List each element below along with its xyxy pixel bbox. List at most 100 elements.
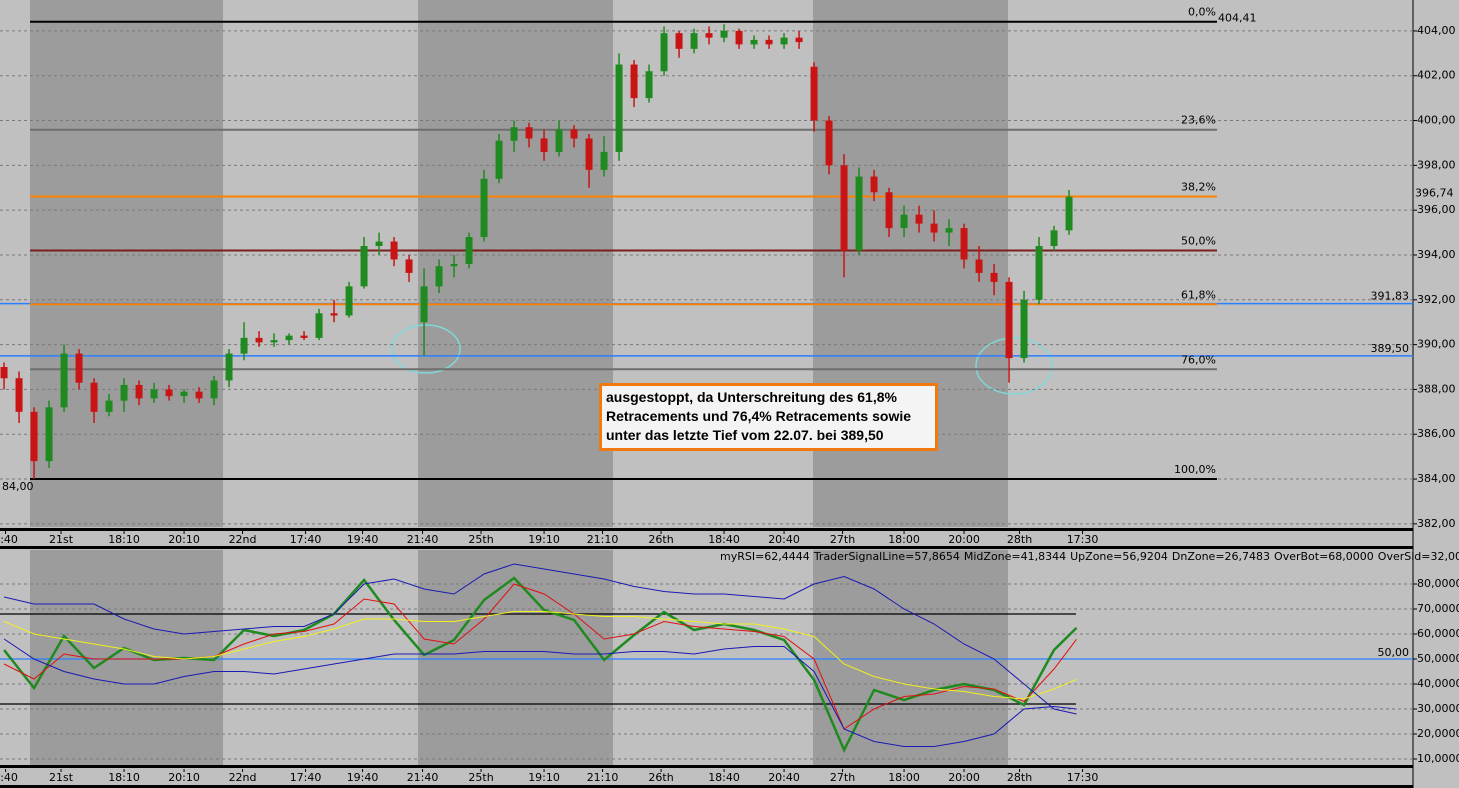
- x-tick-label: 19:10: [528, 771, 560, 784]
- x-tick-label: 20:10: [168, 533, 200, 546]
- x-tick-label: 19:40: [347, 771, 379, 784]
- candle-body: [930, 223, 938, 233]
- candle-body: [780, 37, 788, 45]
- candle-body: [990, 272, 998, 282]
- fib-label: 23,6%: [1181, 114, 1216, 127]
- candle-body: [555, 129, 563, 152]
- x-tick-label: 0:40: [0, 771, 18, 784]
- y-tick-label: 404,00: [1417, 24, 1456, 37]
- candle-body: [1050, 230, 1058, 247]
- y-tick-label: 382,00: [1417, 517, 1456, 530]
- header-text: OverSld=32,0000: [1378, 550, 1459, 563]
- candle-body: [345, 286, 353, 316]
- candle-body: [915, 214, 923, 224]
- x-tick-label: 21:40: [407, 771, 439, 784]
- legend-entry: UpZone=56,9204: [1070, 550, 1168, 563]
- x-tick-label: 21st: [49, 533, 74, 546]
- x-tick-label: 18:40: [708, 533, 740, 546]
- y-tick-label: 386,00: [1417, 427, 1456, 440]
- candle-body: [225, 353, 233, 381]
- candle-body: [585, 138, 593, 170]
- candle-body: [135, 384, 143, 399]
- candle-body: [300, 335, 308, 338]
- legend-entry: MidZone=41,8344: [964, 550, 1066, 563]
- indicator-line: [3, 576, 1078, 753]
- annotation-line: Retracements und 76,4% Retracements sowi…: [606, 408, 912, 424]
- y-tick-label: 396,00: [1417, 203, 1456, 216]
- candle-body: [450, 263, 458, 267]
- candle-body: [855, 176, 863, 251]
- x-tick-label: 18:00: [888, 771, 920, 784]
- x-tick-label: 21:10: [587, 771, 619, 784]
- candle-body: [120, 384, 128, 401]
- candle-body: [195, 391, 203, 399]
- candle-body: [975, 259, 983, 273]
- candle-body: [495, 140, 503, 179]
- candle-body: [375, 241, 383, 247]
- candle-body: [960, 228, 968, 260]
- candle-body: [210, 380, 218, 399]
- candle-body: [660, 33, 668, 72]
- y-tick-label: 50,0000: [1417, 652, 1459, 665]
- x-tick-label: 20:10: [168, 771, 200, 784]
- candle-body: [1035, 246, 1043, 300]
- candle-body: [630, 64, 638, 99]
- x-tick-label: 0:40: [0, 533, 18, 546]
- candle-body: [30, 411, 38, 462]
- candle-body: [1065, 196, 1073, 231]
- candle-body: [750, 39, 758, 45]
- highlight-ellipse: [391, 324, 461, 374]
- x-tick-label: 21:10: [587, 533, 619, 546]
- candle-body: [480, 178, 488, 238]
- x-tick-label: 17:30: [1067, 533, 1099, 546]
- y-tick-label: 398,00: [1417, 158, 1456, 171]
- candle-body: [765, 39, 773, 45]
- axis-band: [0, 765, 1413, 768]
- x-tick-label: 27th: [830, 533, 855, 546]
- legend-entry: myRSI=62,4444: [720, 550, 810, 563]
- x-tick-label: 20:00: [948, 533, 980, 546]
- fib-label: 61,8%: [1181, 288, 1216, 301]
- legend-entry: DnZone=26,7483: [1172, 550, 1270, 563]
- y-tick-label: 40,0000: [1417, 677, 1459, 690]
- price-line-label: 391,83: [1371, 290, 1410, 303]
- axis-band: [0, 785, 1413, 788]
- price-label: 396,74: [1415, 187, 1454, 200]
- candle-body: [705, 33, 713, 38]
- candle-body: [105, 400, 113, 412]
- x-tick-label: 20:40: [768, 771, 800, 784]
- indicator-line: [3, 611, 1077, 700]
- candle-body: [270, 340, 278, 343]
- x-tick-label: 19:40: [347, 533, 379, 546]
- y-tick-label: 80,0000: [1417, 577, 1459, 590]
- candle-body: [525, 127, 533, 139]
- candle-body: [615, 64, 623, 152]
- x-tick-label: 22nd: [229, 771, 257, 784]
- x-tick-label: 20:00: [948, 771, 980, 784]
- y-tick-label: 400,00: [1417, 114, 1456, 127]
- candle-body: [45, 407, 53, 462]
- candle-body: [600, 151, 608, 170]
- candle-body: [90, 382, 98, 412]
- candle-body: [75, 353, 83, 383]
- candle-body: [675, 33, 683, 49]
- candle-body: [840, 165, 848, 251]
- x-tick-label: 20:40: [768, 533, 800, 546]
- indicator-line: [3, 638, 1077, 747]
- x-tick-label: 17:30: [1067, 771, 1099, 784]
- candle-body: [315, 313, 323, 338]
- candle-body: [255, 337, 263, 343]
- x-tick-label: 21:40: [407, 533, 439, 546]
- y-tick-label: 388,00: [1417, 382, 1456, 395]
- candle-body: [165, 389, 173, 397]
- highlight-ellipse: [975, 337, 1053, 395]
- candle-body: [435, 266, 443, 287]
- candle-body: [405, 259, 413, 273]
- candle-body: [945, 228, 953, 233]
- header-text: OverBot=68,0000: [1274, 550, 1374, 563]
- candle-body: [810, 66, 818, 121]
- x-tick-label: 18:00: [888, 533, 920, 546]
- x-tick-label: 17:40: [290, 533, 322, 546]
- x-tick-label: 18:40: [708, 771, 740, 784]
